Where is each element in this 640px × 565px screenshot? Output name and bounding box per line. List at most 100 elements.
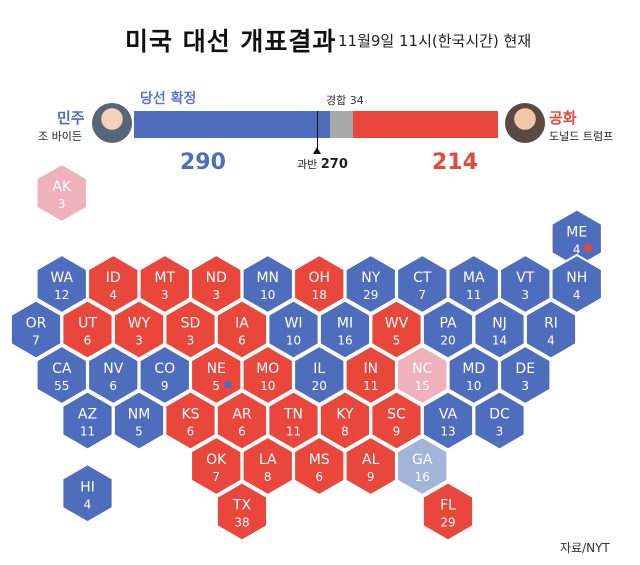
state-ev-label: 4 <box>547 334 555 348</box>
state-ev-label: 38 <box>234 516 249 530</box>
state-code-label: CO <box>154 361 175 377</box>
state-code-label: MA <box>463 270 485 286</box>
state-ev-label: 7 <box>32 334 40 348</box>
state-code-label: TX <box>232 498 252 514</box>
state-code-label: DE <box>515 361 535 377</box>
state-hex-nj: NJ 14 <box>473 299 526 360</box>
state-code-label: AL <box>362 452 380 468</box>
state-ev-label: 5 <box>393 334 401 348</box>
state-ev-label: 16 <box>337 334 352 348</box>
state-hex-il: IL 20 <box>293 344 346 406</box>
state-ev-label: 7 <box>212 470 220 484</box>
split-vote-marker <box>584 244 592 252</box>
state-ev-label: 14 <box>492 334 507 348</box>
page-subtitle: 11월9일 11시(한국시간) 현재 <box>338 32 532 50</box>
state-hex-ny: NY 29 <box>344 253 397 315</box>
state-hex-tn: TN 11 <box>267 390 320 451</box>
state-hex-ok: OK 7 <box>190 435 243 497</box>
state-ev-label: 3 <box>161 288 169 302</box>
state-code-label: WA <box>50 270 73 286</box>
state-code-label: OH <box>308 270 330 286</box>
state-code-label: MS <box>309 452 330 468</box>
state-hex-wi: WI 10 <box>267 299 320 360</box>
state-ev-label: 20 <box>312 379 327 393</box>
state-code-label: GA <box>412 452 433 468</box>
state-code-label: DC <box>489 407 510 423</box>
state-hex-id: ID 4 <box>87 253 140 315</box>
state-ev-label: 6 <box>84 334 92 348</box>
state-hex-wy: WY 3 <box>112 299 166 360</box>
state-code-label: OK <box>206 452 227 468</box>
state-code-label: KY <box>336 407 354 423</box>
state-ev-label: 9 <box>393 425 401 439</box>
state-hex-nd: ND 3 <box>190 253 243 315</box>
state-code-label: OR <box>26 316 47 332</box>
state-code-label: WV <box>385 316 409 332</box>
state-ev-label: 11 <box>466 288 481 302</box>
state-ev-label: 8 <box>264 470 272 484</box>
state-hex-dc: DC 3 <box>473 390 526 451</box>
dem-candidate-name: 조 바이든 <box>38 130 82 143</box>
state-code-label: NV <box>103 361 123 377</box>
state-ev-label: 10 <box>466 379 481 393</box>
state-code-label: FL <box>440 498 456 514</box>
state-ev-label: 9 <box>161 379 169 393</box>
state-hex-mo: MO 10 <box>241 344 294 406</box>
state-code-label: VA <box>439 407 458 423</box>
state-ev-label: 3 <box>521 379 529 393</box>
state-ev-label: 55 <box>54 379 69 393</box>
state-hex-me: ME 4 <box>550 208 603 269</box>
state-code-label: IA <box>235 316 249 332</box>
state-ev-label: 4 <box>84 497 92 511</box>
state-ev-label: 10 <box>286 334 301 348</box>
state-ev-label: 20 <box>440 334 455 348</box>
state-hex-de: DE 3 <box>499 344 552 406</box>
confirmed-label: 당선 확정 <box>140 91 197 107</box>
state-code-label: SC <box>387 407 406 423</box>
state-ev-label: 29 <box>440 516 455 530</box>
state-ev-label: 3 <box>212 288 220 302</box>
state-code-label: CA <box>52 361 72 377</box>
state-code-label: NE <box>207 361 226 377</box>
state-code-label: NY <box>361 270 380 286</box>
state-hex-mt: MT 3 <box>138 253 191 315</box>
state-hex-hi: HI 4 <box>61 463 114 524</box>
state-code-label: WY <box>128 316 151 332</box>
state-hex-va: VA 13 <box>421 390 475 451</box>
state-hex-wv: WV 5 <box>370 299 423 360</box>
state-ev-label: 6 <box>315 470 323 484</box>
state-code-label: ME <box>566 225 587 241</box>
state-ev-label: 8 <box>341 425 349 439</box>
state-code-label: VT <box>516 270 535 286</box>
state-hex-la: LA 8 <box>241 435 294 497</box>
state-hex-ga: GA 16 <box>396 435 449 497</box>
contested-label: 경합 34 <box>326 94 364 107</box>
state-ev-label: 10 <box>260 379 275 393</box>
state-hex-ia: IA 6 <box>215 299 269 360</box>
state-code-label: MO <box>256 361 279 377</box>
rep-vote-count: 214 <box>432 150 478 175</box>
trump-avatar <box>505 103 545 143</box>
state-ev-label: 3 <box>521 288 529 302</box>
majority-marker-icon <box>313 147 321 154</box>
state-ev-label: 4 <box>573 243 581 257</box>
state-ev-label: 6 <box>187 425 195 439</box>
state-hex-ri: RI 4 <box>524 299 578 360</box>
state-ev-label: 3 <box>496 425 504 439</box>
dem-bar-segment <box>134 111 331 138</box>
state-code-label: AK <box>52 179 72 195</box>
state-code-label: ND <box>206 270 227 286</box>
state-code-label: IL <box>313 361 325 377</box>
state-hex-ne: NE 5 <box>190 344 243 406</box>
state-hex-sd: SD 3 <box>164 299 217 360</box>
state-hex-al: AL 9 <box>344 435 397 497</box>
state-hex-in: IN 11 <box>344 344 397 406</box>
state-hex-nh: NH 4 <box>550 253 603 315</box>
state-code-label: TN <box>283 407 303 423</box>
state-ev-label: 13 <box>440 425 455 439</box>
state-hex-mi: MI 16 <box>318 299 372 360</box>
state-hex-ky: KY 8 <box>318 390 372 451</box>
state-hex-az: AZ 11 <box>61 390 114 451</box>
contested-bar-segment <box>330 111 354 138</box>
state-code-label: IN <box>363 361 378 377</box>
